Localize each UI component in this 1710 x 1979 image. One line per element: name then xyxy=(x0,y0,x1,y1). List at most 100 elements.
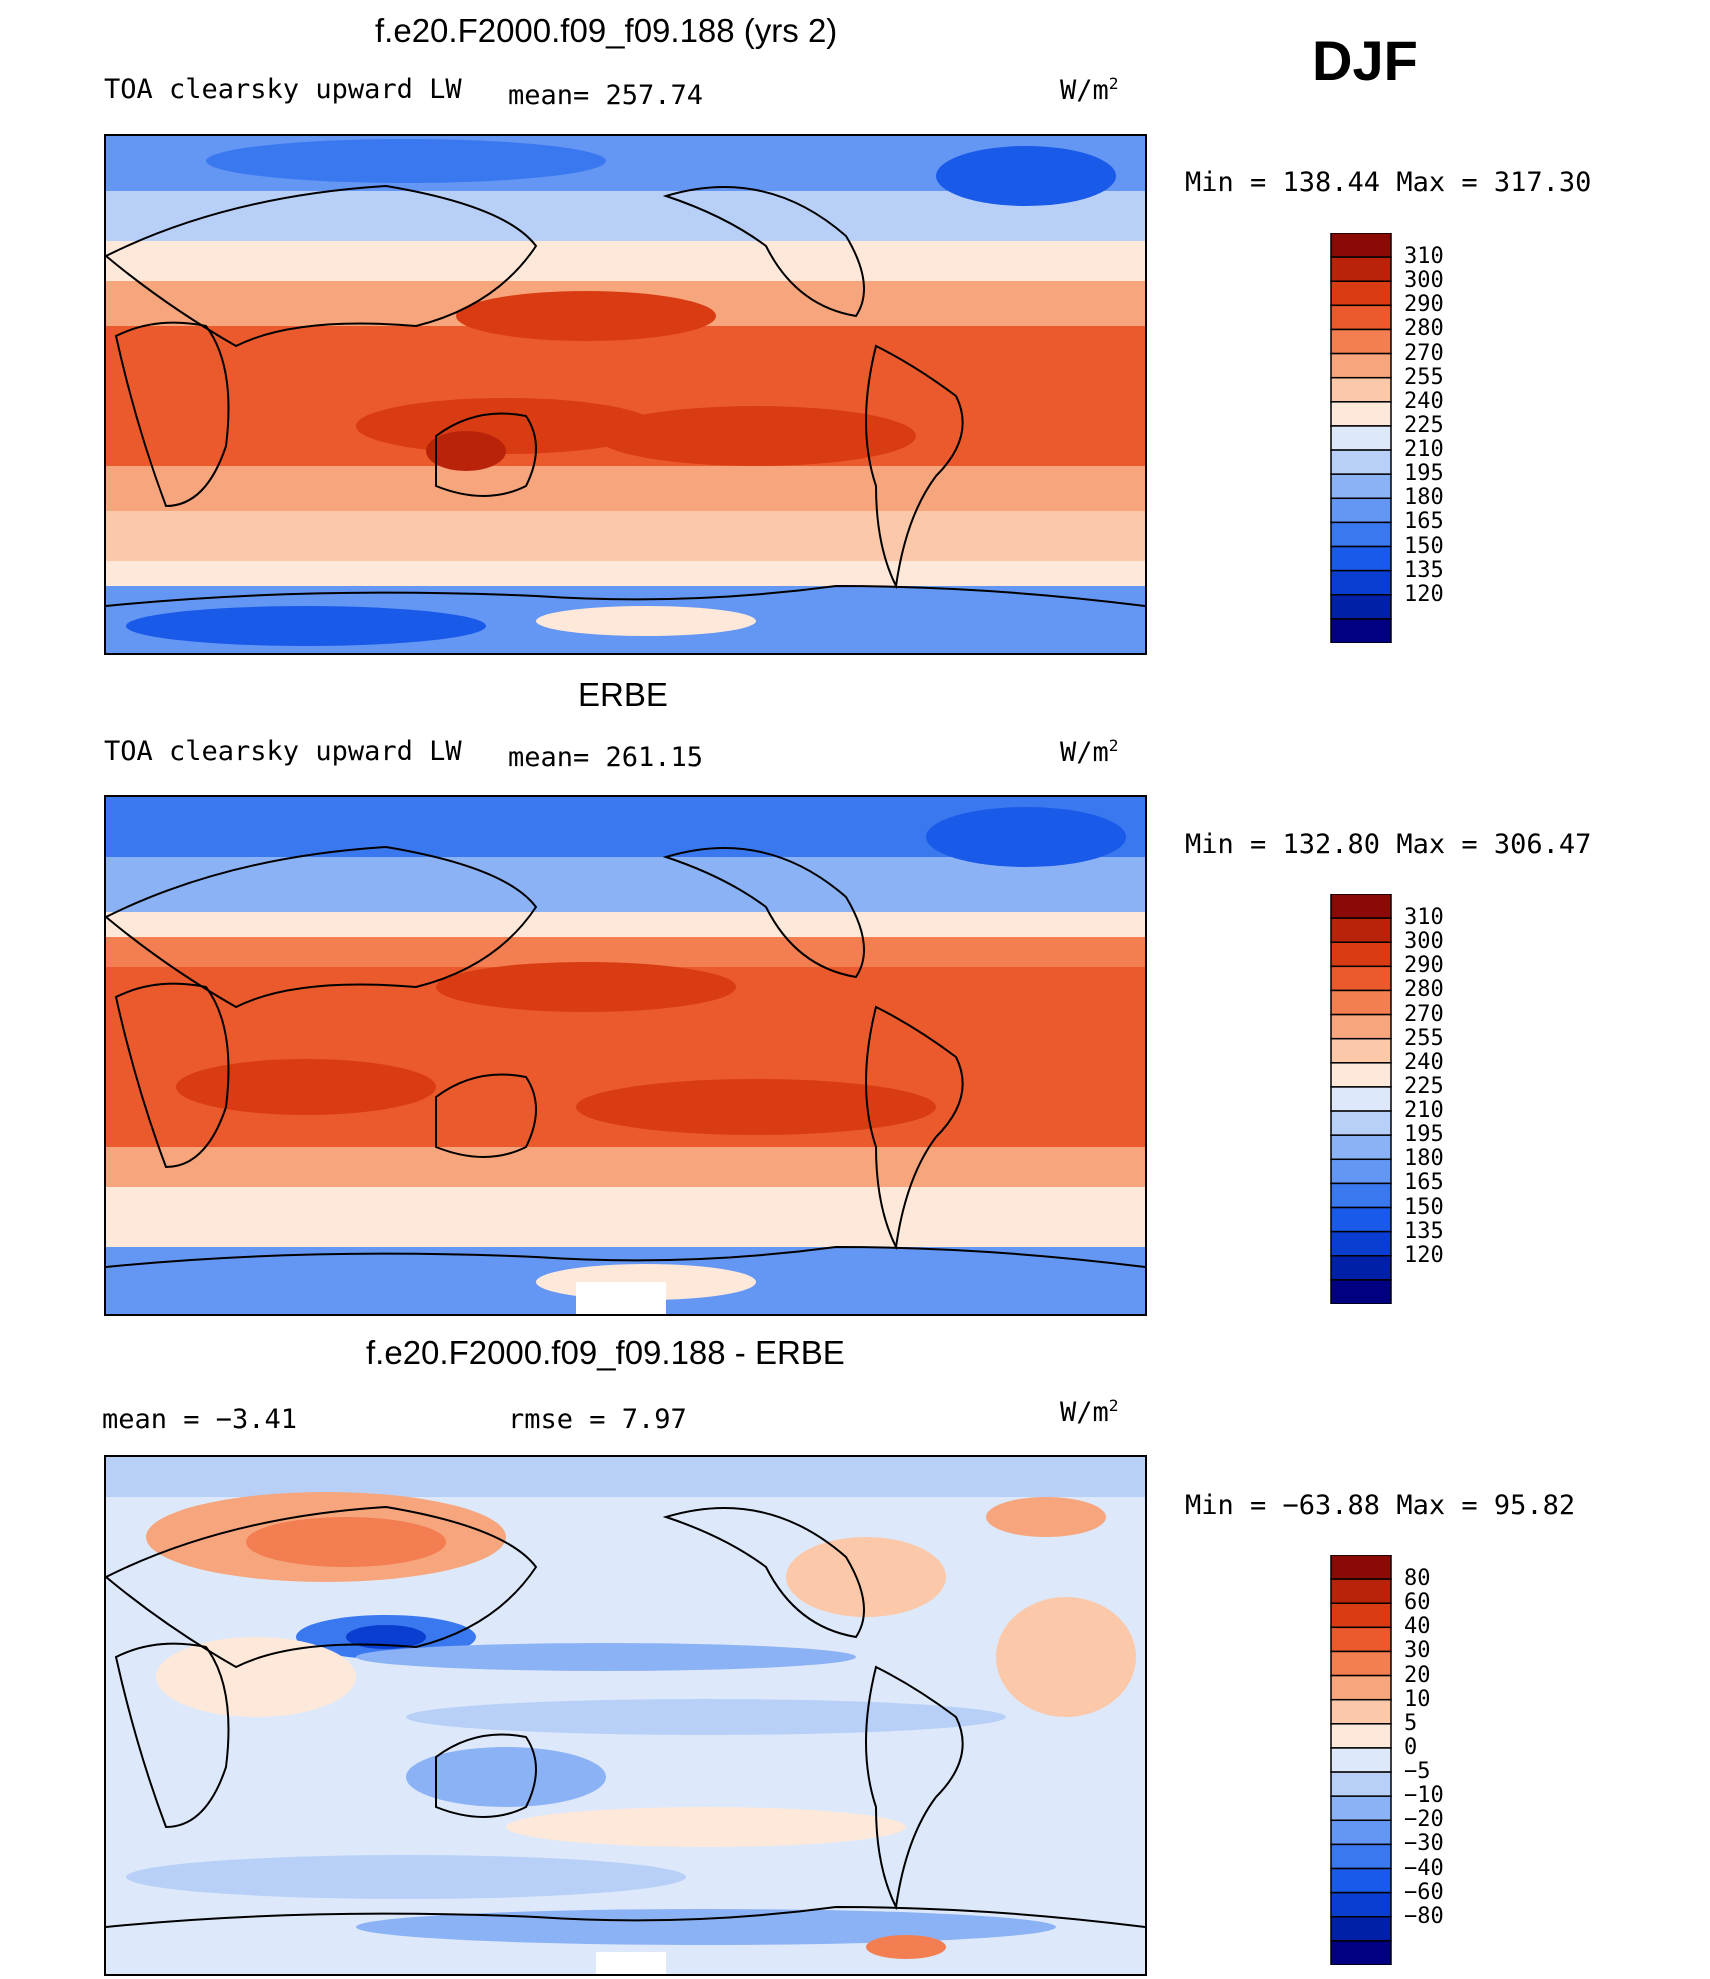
colorbar-swatch xyxy=(1330,1110,1392,1136)
colorbar-tick-label: −5 xyxy=(1404,1759,1431,1785)
colorbar-swatch xyxy=(1330,1255,1392,1281)
colorbar-swatch xyxy=(1330,1795,1392,1822)
colorbar-swatch xyxy=(1330,352,1392,379)
colorbar-tick-label: −10 xyxy=(1404,1783,1444,1809)
colorbar-swatch xyxy=(1330,425,1392,451)
panel1-minmax: Min = 138.44 Max = 317.30 xyxy=(1185,167,1592,198)
panel3-minmax: Min = −63.88 Max = 95.82 xyxy=(1185,1490,1576,1521)
colorbar-swatch xyxy=(1330,232,1392,258)
colorbar-swatch xyxy=(1330,1843,1392,1870)
colorbar-tick-label: 210 xyxy=(1404,1098,1444,1124)
colorbar-swatch xyxy=(1330,280,1392,307)
colorbar-tick-label: 135 xyxy=(1404,1218,1444,1244)
colorbar-tick-label: −40 xyxy=(1404,1855,1444,1881)
colorbar-tick-label: 240 xyxy=(1404,1049,1444,1075)
colorbar-swatch xyxy=(1330,1867,1392,1894)
panel2-minmax: Min = 132.80 Max = 306.47 xyxy=(1185,829,1592,860)
colorbar-tick-label: 120 xyxy=(1404,1242,1444,1268)
colorbar-tick-label: −80 xyxy=(1404,1903,1444,1929)
colorbar-tick-label: −60 xyxy=(1404,1879,1444,1905)
panel1-variable-label: TOA clearsky upward LW xyxy=(104,74,462,105)
colorbar-swatch xyxy=(1330,1062,1392,1088)
colorbar-swatch xyxy=(1330,594,1392,620)
colorbar-tick-label: 270 xyxy=(1404,340,1444,366)
panel1-title: f.e20.F2000.f09_f09.188 (yrs 2) xyxy=(375,12,838,49)
colorbar-tick-label: 240 xyxy=(1404,388,1444,414)
panel2-variable-label: TOA clearsky upward LW xyxy=(104,736,462,767)
colorbar-swatch xyxy=(1330,1940,1392,1966)
panel1-units: W/m2 xyxy=(1060,74,1119,106)
colorbar-tick-label: 150 xyxy=(1404,1194,1444,1220)
panel2-mean: mean= 261.15 xyxy=(508,742,704,773)
colorbar-tick-label: 180 xyxy=(1404,1146,1444,1172)
panel3-colorbar xyxy=(1330,1554,1392,1970)
colorbar-swatch xyxy=(1330,1602,1392,1629)
colorbar-swatch xyxy=(1330,328,1392,355)
colorbar-swatch xyxy=(1330,1158,1392,1185)
colorbar-swatch xyxy=(1330,618,1392,644)
colorbar-tick-label: 60 xyxy=(1404,1590,1431,1616)
colorbar-tick-label: 80 xyxy=(1404,1566,1431,1592)
colorbar-tick-label: 195 xyxy=(1404,1122,1444,1148)
colorbar-swatch xyxy=(1330,1747,1392,1773)
colorbar-tick-label: 290 xyxy=(1404,292,1444,318)
colorbar-swatch xyxy=(1330,304,1392,331)
colorbar-tick-label: −30 xyxy=(1404,1831,1444,1857)
panel2-title: ERBE xyxy=(578,676,668,713)
colorbar-swatch xyxy=(1330,473,1392,500)
colorbar-swatch xyxy=(1330,917,1392,943)
panel2-units: W/m2 xyxy=(1060,736,1119,768)
colorbar-tick-label: 30 xyxy=(1404,1638,1431,1664)
panel3-units: W/m2 xyxy=(1060,1396,1119,1428)
colorbar-swatch xyxy=(1330,1650,1392,1677)
colorbar-swatch xyxy=(1330,401,1392,427)
colorbar-swatch xyxy=(1330,1578,1392,1604)
colorbar-tick-label: 10 xyxy=(1404,1686,1431,1712)
colorbar-tick-label: 280 xyxy=(1404,977,1444,1003)
colorbar-tick-label: 270 xyxy=(1404,1001,1444,1027)
colorbar-swatch xyxy=(1330,1037,1392,1064)
colorbar-tick-label: 300 xyxy=(1404,268,1444,294)
colorbar-swatch xyxy=(1330,1626,1392,1653)
colorbar-tick-label: 290 xyxy=(1404,953,1444,979)
colorbar-swatch xyxy=(1330,1891,1392,1918)
colorbar-swatch xyxy=(1330,569,1392,596)
season-label: DJF xyxy=(1312,29,1418,92)
panel3-rmse: rmse = 7.97 xyxy=(508,1404,687,1435)
colorbar-swatch xyxy=(1330,497,1392,524)
panel3-map xyxy=(104,1455,1147,1976)
colorbar-swatch xyxy=(1330,1134,1392,1161)
colorbar-tick-label: 310 xyxy=(1404,244,1444,270)
colorbar-swatch xyxy=(1330,1916,1392,1942)
colorbar-tick-label: 225 xyxy=(1404,412,1444,438)
colorbar-tick-label: 210 xyxy=(1404,437,1444,463)
colorbar-tick-label: 20 xyxy=(1404,1662,1431,1688)
panel2-colorbar xyxy=(1330,893,1392,1309)
colorbar-swatch xyxy=(1330,1554,1392,1580)
colorbar-swatch xyxy=(1330,449,1392,475)
colorbar-swatch xyxy=(1330,1086,1392,1112)
colorbar-tick-label: 5 xyxy=(1404,1710,1418,1736)
colorbar-tick-label: 300 xyxy=(1404,929,1444,955)
colorbar-tick-label: 280 xyxy=(1404,316,1444,342)
colorbar-tick-label: 165 xyxy=(1404,509,1444,535)
colorbar-swatch xyxy=(1330,1819,1392,1846)
colorbar-tick-label: 225 xyxy=(1404,1073,1444,1099)
colorbar-swatch xyxy=(1330,1698,1392,1725)
colorbar-tick-label: 310 xyxy=(1404,905,1444,931)
colorbar-swatch xyxy=(1330,545,1392,572)
colorbar-tick-label: 150 xyxy=(1404,533,1444,559)
panel2-map xyxy=(104,795,1147,1316)
colorbar-tick-label: 40 xyxy=(1404,1614,1431,1640)
colorbar-swatch xyxy=(1330,893,1392,919)
colorbar-swatch xyxy=(1330,1279,1392,1305)
panel3-mean: mean = −3.41 xyxy=(102,1404,298,1435)
panel1-map xyxy=(104,134,1147,655)
panel1-mean: mean= 257.74 xyxy=(508,80,704,111)
colorbar-tick-label: 120 xyxy=(1404,581,1444,607)
colorbar-tick-label: −20 xyxy=(1404,1807,1444,1833)
colorbar-swatch xyxy=(1330,1674,1392,1701)
colorbar-swatch xyxy=(1330,521,1392,548)
colorbar-tick-label: 180 xyxy=(1404,485,1444,511)
colorbar-swatch xyxy=(1330,1723,1392,1749)
